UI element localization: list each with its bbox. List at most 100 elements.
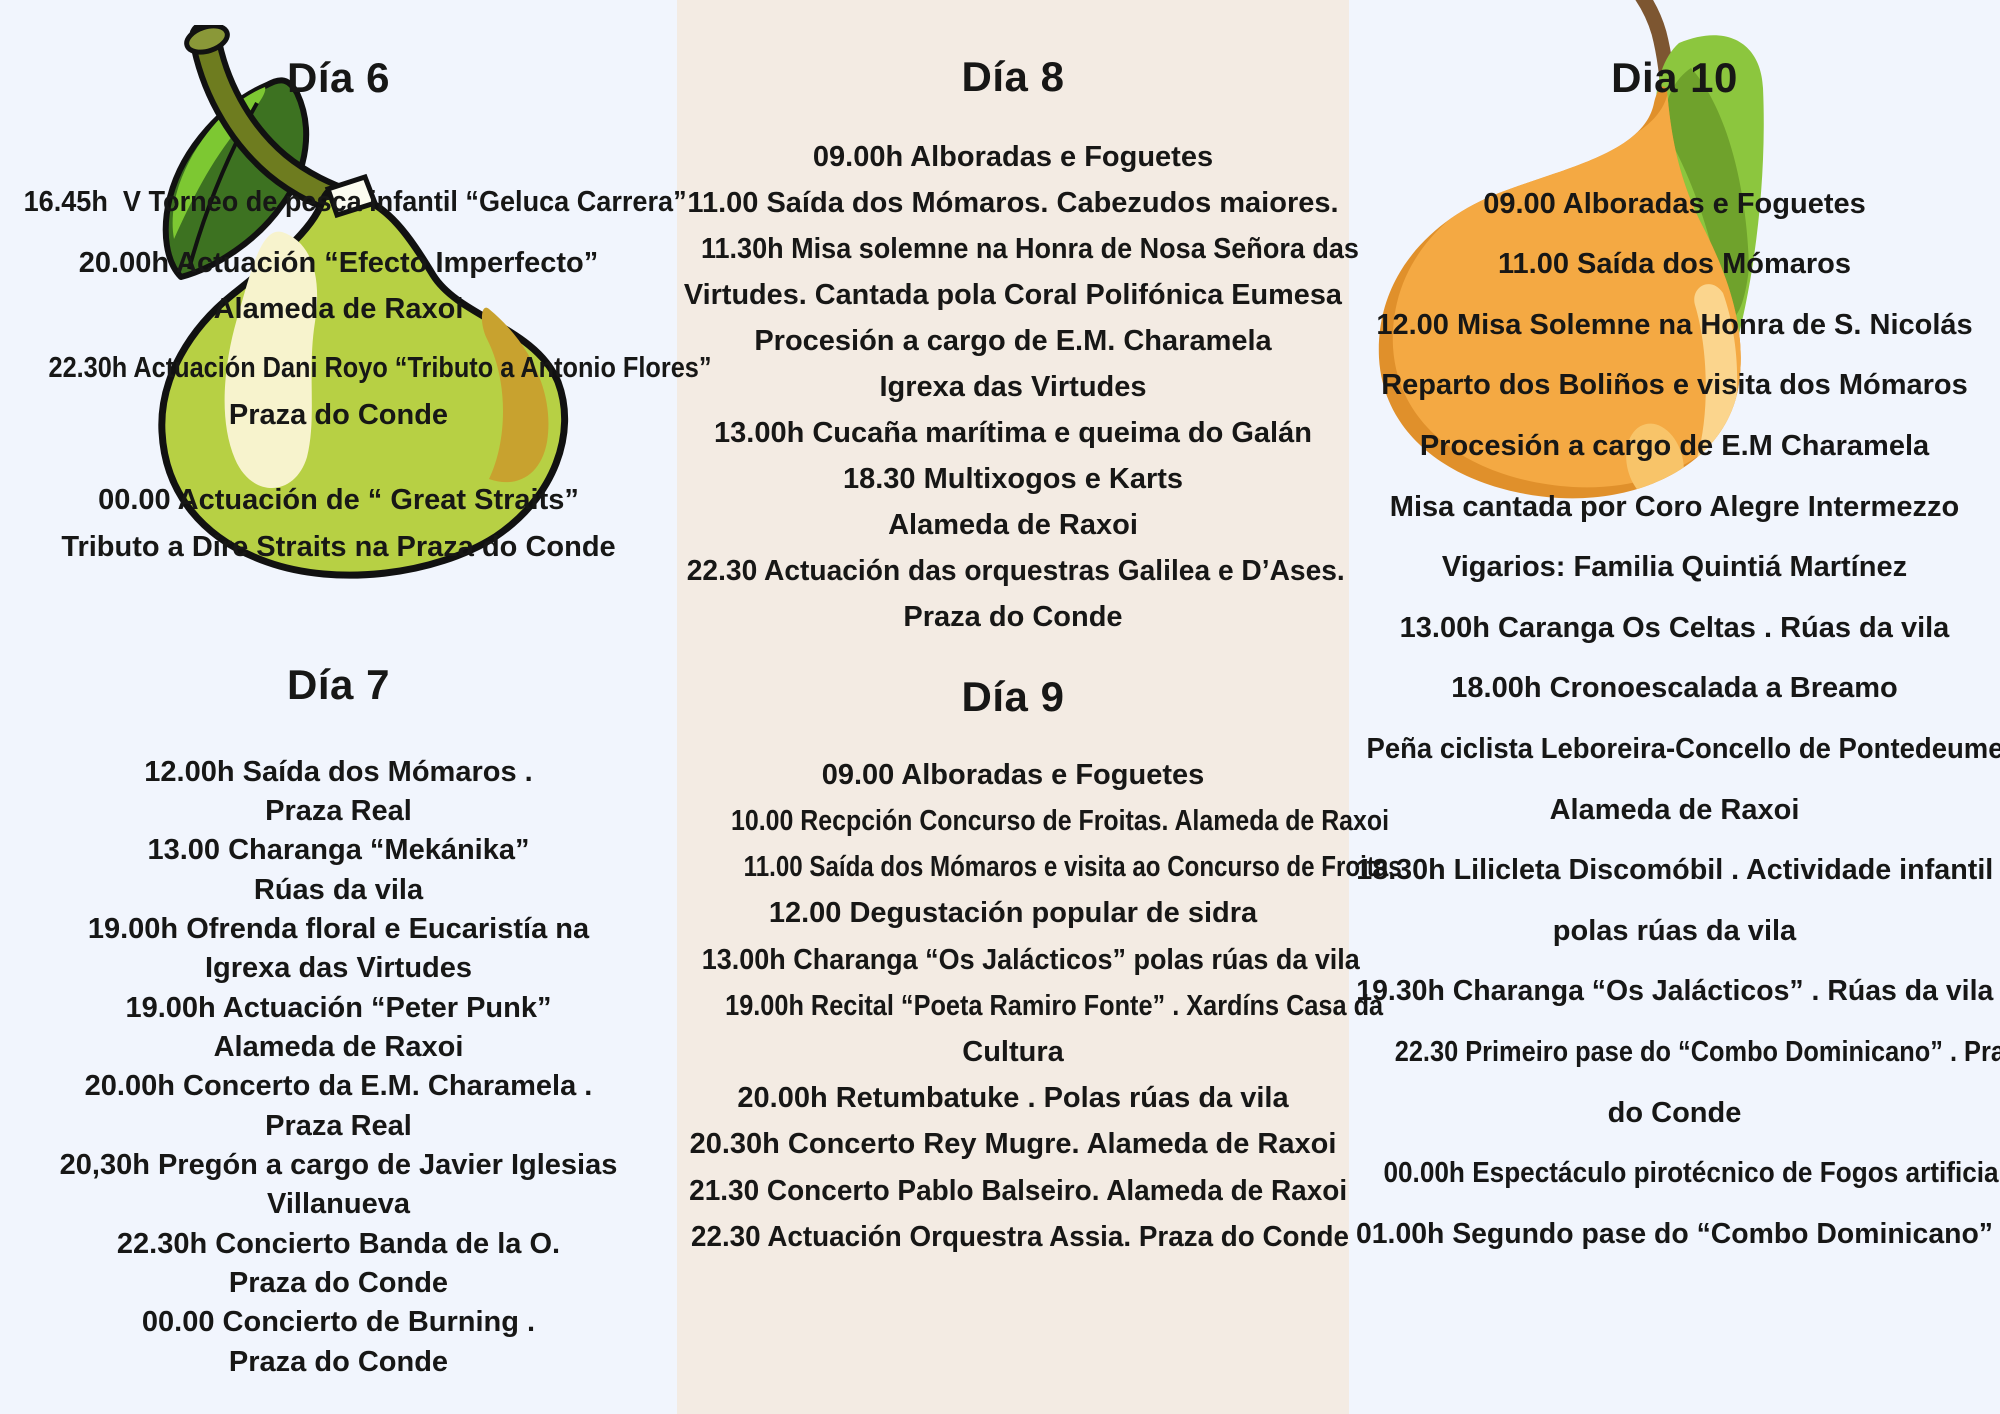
day8-schedule: 09.00h Alboradas e Foguetes 11.00 Saída … — [677, 134, 1359, 640]
schedule-line-text: 22.30 Actuación das orquestras Galilea e… — [686, 555, 1345, 587]
schedule-line: 20.00h Concerto da E.M. Charamela . — [0, 1067, 677, 1106]
green-pear-illustration — [158, 25, 569, 579]
schedule-line-text: 09.00 Alboradas e Foguetes — [1483, 187, 1866, 220]
schedule-line-text: 00.00 Concierto de Burning . — [141, 1306, 536, 1339]
schedule-line: 22.30h Concierto Banda de la O. — [0, 1225, 677, 1264]
schedule-line-text: Praza do Conde — [903, 601, 1123, 633]
day10-schedule: 09.00 Alboradas e Foguetes 11.00 Saída d… — [1349, 174, 2000, 1265]
schedule-line-text: do Conde — [1607, 1096, 1742, 1129]
schedule-line: 19.00h Recital “Poeta Ramiro Fonte” . Xa… — [677, 983, 1383, 1029]
schedule-line: Alameda de Raxoi — [677, 502, 1349, 548]
schedule-line: Villanueva — [0, 1185, 677, 1224]
schedule-line: 19.00h Actuación “Peter Punk” — [0, 989, 677, 1028]
schedule-line-text: 13.00h Cucaña marítima e queima do Galán — [714, 417, 1312, 449]
schedule-line-text: Praza Real — [265, 1109, 412, 1142]
schedule-line: Rúas da vila — [0, 871, 677, 910]
schedule-line: 20.00h Retumbatuke . Polas rúas da vila — [677, 1075, 1349, 1121]
schedule-line-text: 00.00 Actuación de “ Great Straits” — [98, 484, 579, 516]
schedule-line-text: 11.30h Misa solemne na Honra de Nosa Señ… — [700, 233, 1359, 265]
schedule-line: 18.30 Multixogos e Karts — [677, 456, 1349, 502]
schedule-line: 22.30 Primeiro pase do “Combo Dominicano… — [1349, 1022, 2000, 1083]
schedule-line: 22.30 Actuación Orquestra Assia. Praza d… — [677, 1214, 1349, 1260]
schedule-line-text: 20.00h Actuación “Efecto Imperfecto” — [78, 247, 599, 279]
column-day6-day7: Día 6 16.45h V Torneo de pesca infantil … — [0, 0, 712, 1414]
schedule-line-text: Igrexa das Virtudes — [204, 952, 473, 985]
schedule-line-text: 22.30h Concierto Banda de la O. — [116, 1227, 561, 1260]
schedule-line: Virtudes. Cantada pola Coral Polifónica … — [677, 272, 1349, 318]
schedule-line-text: 20.00h Retumbatuke . Polas rúas da vila — [737, 1082, 1289, 1115]
schedule-line-text: Praza do Conde — [228, 1345, 449, 1378]
day6-title: Día 6 — [287, 54, 390, 101]
schedule-line-text: Reparto dos Boliños e visita dos Mómaros — [1381, 369, 1968, 402]
schedule-line: 10.00 Recpción Concurso de Froitas. Alam… — [677, 798, 1389, 844]
schedule-line: 11.00 Saída dos Mómaros — [1349, 234, 2000, 295]
schedule-line: 13.00h Charanga “Os Jalácticos” polas rú… — [677, 937, 1360, 983]
schedule-line: Procesión a cargo de E.M. Charamela — [677, 318, 1349, 364]
schedule-line: 11.30h Misa solemne na Honra de Nosa Señ… — [677, 226, 1359, 272]
column-day8-day9: Día 8 09.00h Alboradas e Foguetes 11.00 … — [677, 0, 1402, 1414]
schedule-line: Reparto dos Boliños e visita dos Mómaros — [1349, 355, 2000, 416]
schedule-line-text: Cultura — [962, 1036, 1064, 1069]
schedule-line-text: 20,30h Pregón a cargo de Javier Iglesias — [59, 1149, 618, 1182]
schedule-line-text: Procesión a cargo de E.M Charamela — [1419, 430, 1930, 463]
schedule-line-text: 20.30h Concerto Rey Mugre. Alameda de Ra… — [689, 1128, 1337, 1161]
schedule-line-text: 19.00h Ofrenda floral e Eucaristía na — [87, 912, 590, 945]
schedule-line-text: 22.30 Actuación Orquestra Assia. Praza d… — [691, 1220, 1350, 1253]
schedule-line: Procesión a cargo de E.M Charamela — [1349, 416, 2000, 477]
schedule-line: 18.30h Lilicleta Discomóbil . Actividade… — [1349, 840, 2000, 901]
schedule-line: 00.00 Concierto de Burning . — [0, 1303, 677, 1342]
schedule-line: 09.00h Alboradas e Foguetes — [677, 134, 1349, 180]
schedule-line: 20,30h Pregón a cargo de Javier Iglesias — [0, 1146, 677, 1185]
schedule-line-text: 12.00 Misa Solemne na Honra de S. Nicolá… — [1376, 308, 1973, 341]
schedule-line: 11.00 Saída dos Mómaros e visita ao Conc… — [677, 844, 1402, 890]
schedule-line: 11.00 Saída dos Mómaros. Cabezudos maior… — [677, 180, 1349, 226]
schedule-line: 09.00 Alboradas e Foguetes — [1349, 174, 2000, 235]
schedule-line: 12.00h Saída dos Mómaros . — [0, 753, 677, 792]
schedule-line-text: 18.30h Lilicleta Discomóbil . Actividade… — [1355, 854, 1993, 887]
schedule-line-text: 18.00h Cronoescalada a Breamo — [1451, 672, 1898, 705]
schedule-line-text: 09.00 Alboradas e Foguetes — [821, 758, 1205, 791]
schedule-line: Praza do Conde — [677, 594, 1349, 640]
schedule-line-text: Alameda de Raxoi — [213, 293, 464, 325]
schedule-line-text: Alameda de Raxoi — [1549, 793, 1800, 826]
schedule-line: 19.00h Ofrenda floral e Eucaristía na — [0, 910, 677, 949]
schedule-line-text: 19.00h Recital “Poeta Ramiro Fonte” . Xa… — [725, 989, 1384, 1022]
day7-schedule: 12.00h Saída dos Mómaros . Praza Real 13… — [0, 753, 677, 1383]
schedule-line-text: 11.00 Saída dos Mómaros — [1498, 248, 1851, 281]
schedule-line: 22.30h Actuación Dani Royo “Tributo a An… — [0, 348, 712, 388]
schedule-line-text: Peña ciclista Leboreira-Concello de Pont… — [1366, 733, 2000, 766]
schedule-line: Igrexa das Virtudes — [0, 949, 677, 988]
schedule-line: do Conde — [1349, 1083, 2000, 1144]
schedule-line-text: Alameda de Raxoi — [888, 509, 1138, 541]
schedule-line-text: 12.00 Degustación popular de sidra — [768, 897, 1258, 930]
schedule-line-text: 22.30 Primeiro pase do “Combo Dominicano… — [1394, 1036, 2000, 1068]
schedule-line: 16.45h V Torneo de pesca infantil “Geluc… — [0, 182, 687, 222]
schedule-line: 20.00h Actuación “Efecto Imperfecto” — [0, 243, 677, 283]
schedule-line: Igrexa das Virtudes — [677, 364, 1349, 410]
schedule-line-text: Tributo a Dire Straits na Praza do Conde — [61, 531, 616, 563]
schedule-line: 12.00 Degustación popular de sidra — [677, 890, 1349, 936]
day9-title: Día 9 — [961, 673, 1065, 720]
schedule-line-text: 20.00h Concerto da E.M. Charamela . — [84, 1070, 593, 1103]
day7-title: Día 7 — [287, 661, 390, 708]
schedule-line-text: 19.00h Actuación “Peter Punk” — [125, 991, 552, 1024]
schedule-line-text: Virtudes. Cantada pola Coral Polifónica … — [684, 279, 1342, 311]
schedule-line: 09.00 Alboradas e Foguetes — [677, 752, 1349, 798]
schedule-line: 20.30h Concerto Rey Mugre. Alameda de Ra… — [677, 1121, 1349, 1167]
schedule-line: 12.00 Misa Solemne na Honra de S. Nicolá… — [1349, 295, 2000, 356]
day10-title: Dia 10 — [1611, 54, 1738, 101]
schedule-line: polas rúas da vila — [1349, 901, 2000, 962]
schedule-line: 13.00h Cucaña marítima e queima do Galán — [677, 410, 1349, 456]
schedule-line: 13.00h Caranga Os Celtas . Rúas da vila — [1349, 598, 2000, 659]
schedule-line-text: 09.00h Alboradas e Foguetes — [812, 141, 1214, 173]
schedule-line: 01.00h Segundo pase do “Combo Dominicano… — [1349, 1204, 2000, 1265]
schedule-line-text: 12.00h Saída dos Mómaros . — [144, 755, 533, 788]
column-day10: Dia 10 09.00 Alboradas e Foguetes 11.00 … — [1349, 0, 2000, 1414]
schedule-line: Cultura — [677, 1029, 1349, 1075]
day9-schedule: 09.00 Alboradas e Foguetes 10.00 Recpció… — [677, 752, 1402, 1260]
schedule-line-text: Alameda de Raxoi — [213, 1031, 464, 1063]
schedule-line: Praza Real — [0, 1107, 677, 1146]
schedule-line: 19.30h Charanga “Os Jalácticos” . Rúas d… — [1349, 961, 2000, 1022]
schedule-line: 00.00h Espectáculo pirotécnico de Fogos … — [1349, 1143, 2000, 1204]
